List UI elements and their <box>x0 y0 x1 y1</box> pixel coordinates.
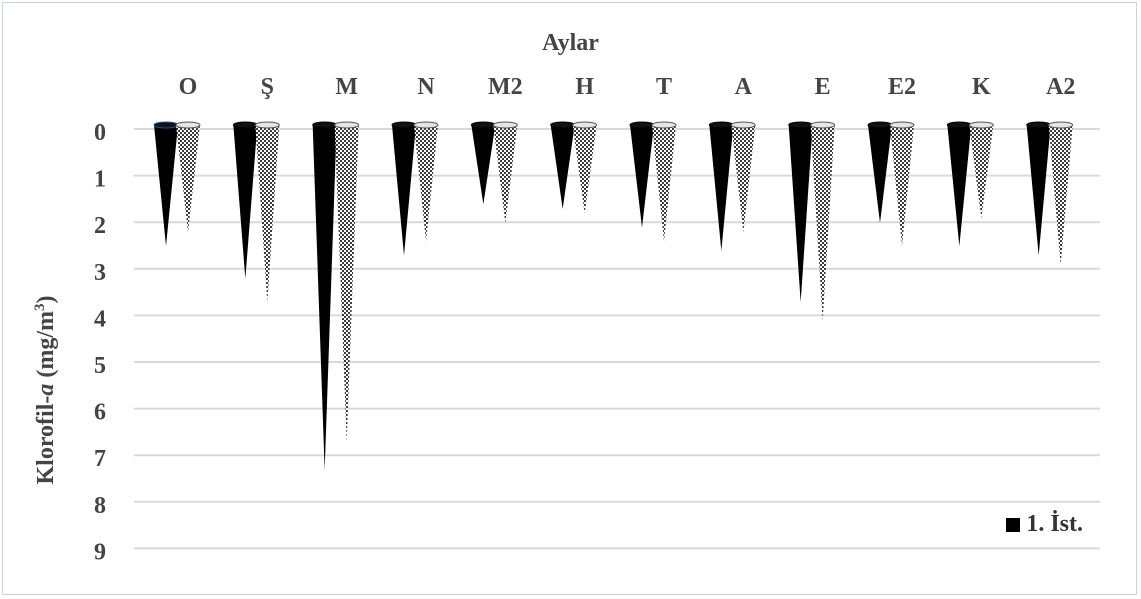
y-tick-label: 6 <box>94 400 106 426</box>
cone-cap <box>413 121 439 129</box>
cone-bar-series-1 <box>947 125 972 247</box>
x-tick-label: T <box>656 74 672 100</box>
cone-cap <box>1026 121 1052 129</box>
cone-cap <box>470 121 496 129</box>
cone-bar-series-2 <box>572 125 597 214</box>
cone-bar-series-2 <box>176 125 200 233</box>
x-tick-label: O <box>179 74 198 100</box>
cone-cap <box>946 121 972 129</box>
cone-cap <box>492 121 518 129</box>
y-tick-label: 2 <box>94 213 106 239</box>
cone-bar-series-1 <box>154 125 178 247</box>
x-tick-label: K <box>972 74 991 100</box>
x-tick-label: M2 <box>488 74 523 100</box>
cone-bar-series-1 <box>630 125 654 228</box>
legend-label-series-1: 1. İst. <box>1026 511 1083 537</box>
cone-bar-series-1 <box>392 125 416 256</box>
y-tick-label: 8 <box>94 493 106 519</box>
cone-bar-series-1 <box>868 125 892 223</box>
cone-cap <box>968 121 994 129</box>
cone-bar-series-1 <box>788 125 813 303</box>
cone-cap <box>1048 121 1074 129</box>
x-tick-label: A <box>735 74 753 100</box>
cone-cap <box>810 121 836 129</box>
cone-bar-series-1 <box>233 125 258 279</box>
cone-cap <box>572 121 598 129</box>
cone-bar-series-2 <box>890 125 914 247</box>
x-tick-label: A2 <box>1046 74 1075 100</box>
cone-bar-series-2 <box>969 125 994 219</box>
cone-cap <box>334 121 360 129</box>
legend: 1. İst. <box>1006 511 1083 538</box>
x-axis-title: Aylar <box>542 30 599 56</box>
cone-bar-series-2 <box>414 125 438 242</box>
cone-bar-series-2 <box>1048 125 1073 265</box>
cone-bar-series-2 <box>731 125 756 233</box>
cone-bar-series-2 <box>810 125 835 321</box>
cone-cap <box>254 121 280 129</box>
cone-bar-series-1 <box>1026 125 1051 256</box>
cone-bar-series-2 <box>652 125 676 242</box>
y-tick-label: 9 <box>94 539 106 565</box>
cone-cap <box>629 121 655 129</box>
cone-cap <box>175 121 201 129</box>
y-tick-label: 4 <box>94 306 106 332</box>
cone-bar-series-2 <box>255 125 280 303</box>
y-tick-label: 5 <box>94 353 106 379</box>
cone-cap <box>788 121 814 129</box>
cone-cap <box>867 121 893 129</box>
cone-cap <box>232 121 258 129</box>
cone-cap <box>889 121 915 129</box>
cone-cap <box>651 121 677 129</box>
cone-bar-series-1 <box>471 125 496 205</box>
cone-cap <box>730 121 756 129</box>
x-tick-label: E2 <box>888 74 916 100</box>
cone-bar-series-1 <box>312 125 337 470</box>
cone-cap <box>708 121 734 129</box>
cone-cap <box>153 121 179 129</box>
x-tick-label: Ş <box>261 74 274 100</box>
x-tick-label: M <box>335 74 358 100</box>
cone-bar-series-1 <box>550 125 575 209</box>
cone-bar-series-1 <box>709 125 734 251</box>
cone-cap <box>550 121 576 129</box>
cone-bar-series-2 <box>493 125 518 223</box>
y-tick-label: 7 <box>94 446 106 472</box>
y-tick-label: 1 <box>94 167 106 193</box>
cone-cap <box>312 121 338 129</box>
y-tick-label: 3 <box>94 260 106 286</box>
y-tick-label: 0 <box>94 120 106 146</box>
x-tick-label: E <box>815 74 831 100</box>
cone-cap <box>391 121 417 129</box>
x-tick-label: N <box>417 74 435 100</box>
cone-bar-series-2 <box>334 125 359 442</box>
x-tick-label: H <box>575 74 594 100</box>
legend-swatch-series-1 <box>1006 517 1021 532</box>
